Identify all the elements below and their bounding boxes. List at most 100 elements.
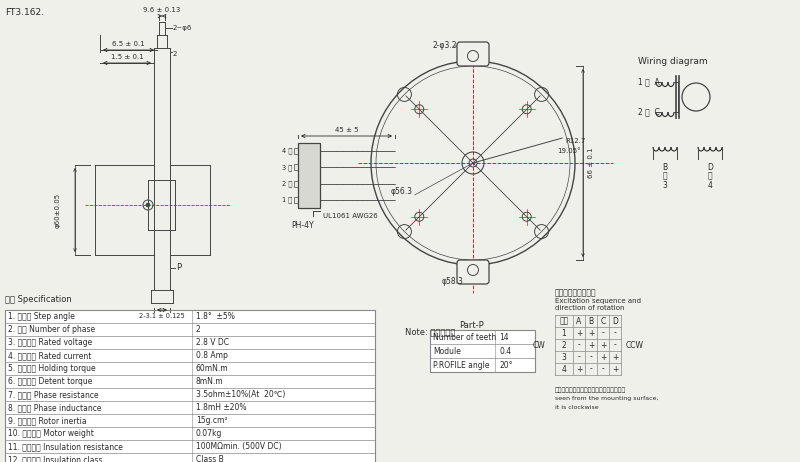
Text: Class B: Class B <box>196 455 224 462</box>
FancyBboxPatch shape <box>5 388 375 401</box>
Text: 2-φ3.2: 2-φ3.2 <box>433 41 458 49</box>
FancyBboxPatch shape <box>5 414 375 427</box>
Text: 2 蓝: 2 蓝 <box>282 180 292 187</box>
Text: -: - <box>590 353 592 361</box>
Text: 12. 绶缘等级 Insulation class: 12. 绶缘等级 Insulation class <box>8 455 102 462</box>
FancyBboxPatch shape <box>294 181 298 187</box>
FancyBboxPatch shape <box>430 358 535 372</box>
Text: direction of rotation: direction of rotation <box>555 305 625 311</box>
Text: 1.5 ± 0.1: 1.5 ± 0.1 <box>110 54 143 60</box>
Text: 1.8°  ±5%: 1.8° ±5% <box>196 312 235 321</box>
Text: Part-P: Part-P <box>460 321 484 329</box>
Text: CW: CW <box>532 340 545 349</box>
Text: -: - <box>602 365 604 373</box>
Text: 2 蓝  C: 2 蓝 C <box>638 108 660 116</box>
Text: B: B <box>662 163 667 171</box>
FancyBboxPatch shape <box>294 164 298 170</box>
Text: 从安装面方向看过去，顺时针方向为顺时针: 从安装面方向看过去，顺时针方向为顺时针 <box>555 387 626 393</box>
Text: 9.6 ± 0.13: 9.6 ± 0.13 <box>143 7 181 13</box>
FancyBboxPatch shape <box>5 401 375 414</box>
FancyBboxPatch shape <box>457 260 489 284</box>
Text: 3. 额定电压 Rated voltage: 3. 额定电压 Rated voltage <box>8 338 92 347</box>
Text: 橙: 橙 <box>662 171 667 181</box>
Text: 4. 额定电流 Rated current: 4. 额定电流 Rated current <box>8 351 91 360</box>
Text: 1 红: 1 红 <box>282 196 292 203</box>
Text: 8. 相电感 Phase inductance: 8. 相电感 Phase inductance <box>8 403 102 412</box>
Text: -: - <box>614 340 616 349</box>
Text: Module: Module <box>433 346 461 355</box>
Text: C: C <box>600 316 606 326</box>
Text: 10. 电机重量 Motor weight: 10. 电机重量 Motor weight <box>8 429 94 438</box>
Text: +: + <box>576 328 582 338</box>
FancyBboxPatch shape <box>5 336 375 349</box>
Text: 2.8 V DC: 2.8 V DC <box>196 338 229 347</box>
FancyBboxPatch shape <box>5 375 375 388</box>
Text: +: + <box>576 365 582 373</box>
FancyBboxPatch shape <box>5 323 375 336</box>
Text: CCW: CCW <box>626 340 644 349</box>
Text: P: P <box>176 263 181 273</box>
Text: 3 橙: 3 橙 <box>282 164 292 170</box>
Text: -: - <box>590 365 592 373</box>
Text: 0.07kg: 0.07kg <box>196 429 222 438</box>
Text: 6.5 ± 0.1: 6.5 ± 0.1 <box>112 41 145 47</box>
FancyBboxPatch shape <box>430 330 535 344</box>
Text: 15g.cm²: 15g.cm² <box>196 416 227 425</box>
Text: seen from the mounting surface,: seen from the mounting surface, <box>555 396 658 401</box>
Text: -: - <box>602 328 604 338</box>
Text: 规格 Specification: 规格 Specification <box>5 295 72 304</box>
Text: φ58.3: φ58.3 <box>442 276 464 286</box>
FancyBboxPatch shape <box>5 427 375 440</box>
Text: φ56.3: φ56.3 <box>391 188 413 196</box>
FancyBboxPatch shape <box>298 143 320 208</box>
Text: P.ROFILE angle: P.ROFILE angle <box>433 360 490 370</box>
Text: it is clockwise: it is clockwise <box>555 405 598 410</box>
Text: +: + <box>612 353 618 361</box>
Text: 0.8 Amp: 0.8 Amp <box>196 351 228 360</box>
Text: φ60±0.05: φ60±0.05 <box>55 193 61 228</box>
FancyBboxPatch shape <box>294 148 298 154</box>
Text: Wiring diagram: Wiring diagram <box>638 57 708 67</box>
Text: Note: 电机不打标: Note: 电机不打标 <box>405 328 455 336</box>
Text: 2. 相数 Number of phase: 2. 相数 Number of phase <box>8 325 95 334</box>
Text: 19.05°: 19.05° <box>557 148 581 154</box>
Text: 1 红  A: 1 红 A <box>638 78 660 86</box>
FancyBboxPatch shape <box>430 344 535 358</box>
Text: 7. 相电阱 Phase resistance: 7. 相电阱 Phase resistance <box>8 390 98 399</box>
Text: 3.5ohm±10%(At  20℃): 3.5ohm±10%(At 20℃) <box>196 390 286 399</box>
Text: 11. 绶缘电阱 Insulation resistance: 11. 绶缘电阱 Insulation resistance <box>8 442 123 451</box>
FancyBboxPatch shape <box>5 349 375 362</box>
Text: B: B <box>589 316 594 326</box>
Text: 5. 保持力矩 Holding torque: 5. 保持力矩 Holding torque <box>8 364 96 373</box>
Text: 3: 3 <box>562 353 566 361</box>
Text: 66 ± 0.1: 66 ± 0.1 <box>588 148 594 178</box>
Text: 14: 14 <box>499 333 509 341</box>
Text: 0.4: 0.4 <box>499 346 511 355</box>
FancyBboxPatch shape <box>5 310 375 323</box>
Text: -: - <box>614 328 616 338</box>
Text: D: D <box>707 163 713 171</box>
Text: 4: 4 <box>707 181 713 189</box>
Text: 1: 1 <box>562 328 566 338</box>
Text: 4 黄: 4 黄 <box>282 148 292 154</box>
Text: 100MΩmin. (500V DC): 100MΩmin. (500V DC) <box>196 442 282 451</box>
Text: +: + <box>588 340 594 349</box>
Text: 9. 转子惯量 Rotor inertia: 9. 转子惯量 Rotor inertia <box>8 416 86 425</box>
Text: 45 ± 5: 45 ± 5 <box>334 127 358 133</box>
Text: A: A <box>576 316 582 326</box>
Text: D: D <box>612 316 618 326</box>
Text: +: + <box>588 328 594 338</box>
FancyBboxPatch shape <box>5 453 375 462</box>
FancyBboxPatch shape <box>294 197 298 203</box>
Text: 4: 4 <box>562 365 566 373</box>
FancyBboxPatch shape <box>5 362 375 375</box>
Text: R12.7: R12.7 <box>565 138 586 144</box>
Text: 2~φ6: 2~φ6 <box>173 25 192 31</box>
Text: 60mN.m: 60mN.m <box>196 364 229 373</box>
FancyBboxPatch shape <box>457 42 489 66</box>
Text: 8mN.m: 8mN.m <box>196 377 224 386</box>
Text: UL1061 AWG26: UL1061 AWG26 <box>322 213 378 219</box>
Text: Number of teeth: Number of teeth <box>433 333 496 341</box>
Text: 2: 2 <box>196 325 201 334</box>
Text: 黄: 黄 <box>708 171 712 181</box>
